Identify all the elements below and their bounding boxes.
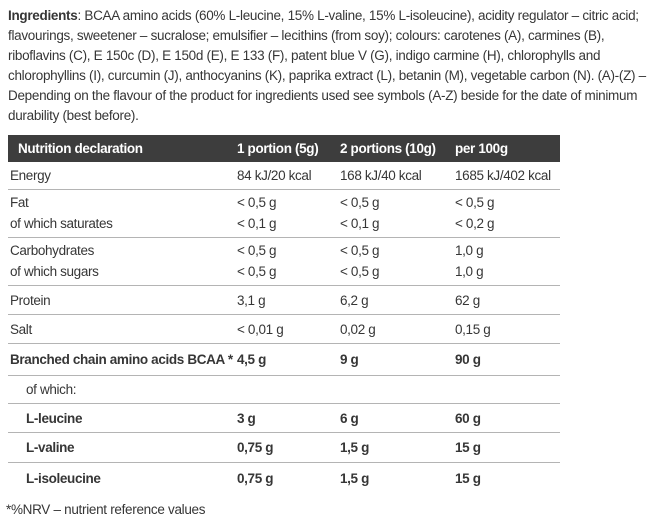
table-row-l-leucine: L-leucine 3 g 6 g 60 g <box>8 404 560 433</box>
value-per-2-portions: 168 kJ/40 kcal <box>340 168 422 183</box>
value-per-portion: 84 kJ/20 kcal <box>237 168 312 183</box>
value-per-portion: < 0,5 g <box>237 195 277 210</box>
table-row-fat: Fat < 0,5 g < 0,5 g < 0,5 g <box>8 192 560 213</box>
table-group-fat: Fat < 0,5 g < 0,5 g < 0,5 g of which sat… <box>8 190 560 238</box>
value-per-100g: 1,0 g <box>455 264 484 279</box>
header-per-100g: per 100g <box>455 141 508 156</box>
table-row-protein: Protein 3,1 g 6,2 g 62 g <box>8 286 560 315</box>
value-per-100g: 1,0 g <box>455 243 484 258</box>
value-per-portion: 3 g <box>237 410 256 426</box>
row-label: L-valine <box>26 440 75 455</box>
value-per-2-portions: < 0,5 g <box>340 243 380 258</box>
table-group-carbohydrates: Carbohydrates < 0,5 g < 0,5 g 1,0 g of w… <box>8 238 560 286</box>
header-nutrition-declaration: Nutrition declaration <box>18 141 143 156</box>
table-header-row: Nutrition declaration 1 portion (5g) 2 p… <box>8 135 560 162</box>
table-row-carbohydrates: Carbohydrates < 0,5 g < 0,5 g 1,0 g <box>8 240 560 261</box>
value-per-100g: 15 g <box>455 440 481 455</box>
ingredients-paragraph: Ingredients: BCAA amino acids (60% L-leu… <box>8 6 661 126</box>
header-2-portions: 2 portions (10g) <box>340 141 436 156</box>
value-per-100g: 90 g <box>455 352 481 367</box>
row-label: Protein <box>10 292 51 308</box>
value-per-portion: 0,75 g <box>237 470 274 486</box>
value-per-100g: < 0,2 g <box>455 216 495 231</box>
table-row-l-isoleucine: L-isoleucine 0,75 g 1,5 g 15 g <box>8 463 560 493</box>
row-label: L-isoleucine <box>26 470 101 486</box>
row-label: Carbohydrates <box>10 243 94 258</box>
value-per-100g: 62 g <box>455 292 480 308</box>
value-per-2-portions: < 0,1 g <box>340 216 380 231</box>
row-label: Salt <box>10 321 32 337</box>
table-row-bcaa: Branched chain amino acids BCAA * 4,5 g … <box>8 344 560 376</box>
value-per-portion: < 0,5 g <box>237 243 277 258</box>
value-per-portion: < 0,1 g <box>237 216 277 231</box>
value-per-portion: 0,75 g <box>237 440 274 455</box>
row-label: of which saturates <box>10 216 113 231</box>
ingredients-heading: Ingredients <box>8 8 78 23</box>
table-row-of-which: of which: <box>8 376 560 404</box>
value-per-portion: < 0,5 g <box>237 264 277 279</box>
value-per-2-portions: 9 g <box>340 352 359 367</box>
value-per-100g: 1685 kJ/402 kcal <box>455 168 551 183</box>
table-row-sugars: of which sugars < 0,5 g < 0,5 g 1,0 g <box>8 261 560 282</box>
ingredients-text: : BCAA amino acids (60% L-leucine, 15% L… <box>8 8 646 123</box>
value-per-100g: 60 g <box>455 410 481 426</box>
table-row-energy: Energy 84 kJ/20 kcal 168 kJ/40 kcal 1685… <box>8 162 560 190</box>
value-per-100g: 0,15 g <box>455 321 491 337</box>
table-row-saturates: of which saturates < 0,1 g < 0,1 g < 0,2… <box>8 213 560 234</box>
row-label: of which sugars <box>10 264 99 279</box>
row-label: L-leucine <box>26 410 83 426</box>
table-row-salt: Salt < 0,01 g 0,02 g 0,15 g <box>8 315 560 344</box>
row-label: Fat <box>10 195 29 210</box>
value-per-portion: < 0,01 g <box>237 321 284 337</box>
value-per-2-portions: 0,02 g <box>340 321 376 337</box>
value-per-2-portions: 6 g <box>340 410 359 426</box>
row-label: Energy <box>10 168 51 183</box>
row-label: of which: <box>26 382 77 397</box>
table-row-l-valine: L-valine 0,75 g 1,5 g 15 g <box>8 433 560 463</box>
row-label: Branched chain amino acids BCAA * <box>10 352 233 367</box>
value-per-2-portions: 1,5 g <box>340 440 370 455</box>
value-per-portion: 4,5 g <box>237 352 267 367</box>
header-1-portion: 1 portion (5g) <box>237 141 319 156</box>
value-per-2-portions: < 0,5 g <box>340 195 380 210</box>
value-per-2-portions: 1,5 g <box>340 470 370 486</box>
value-per-100g: < 0,5 g <box>455 195 495 210</box>
value-per-2-portions: 6,2 g <box>340 292 369 308</box>
value-per-2-portions: < 0,5 g <box>340 264 380 279</box>
value-per-100g: 15 g <box>455 470 481 486</box>
nrv-footnote: *%NRV – nutrient reference values <box>6 502 206 517</box>
value-per-portion: 3,1 g <box>237 292 266 308</box>
nutrition-table: Nutrition declaration 1 portion (5g) 2 p… <box>8 135 560 493</box>
